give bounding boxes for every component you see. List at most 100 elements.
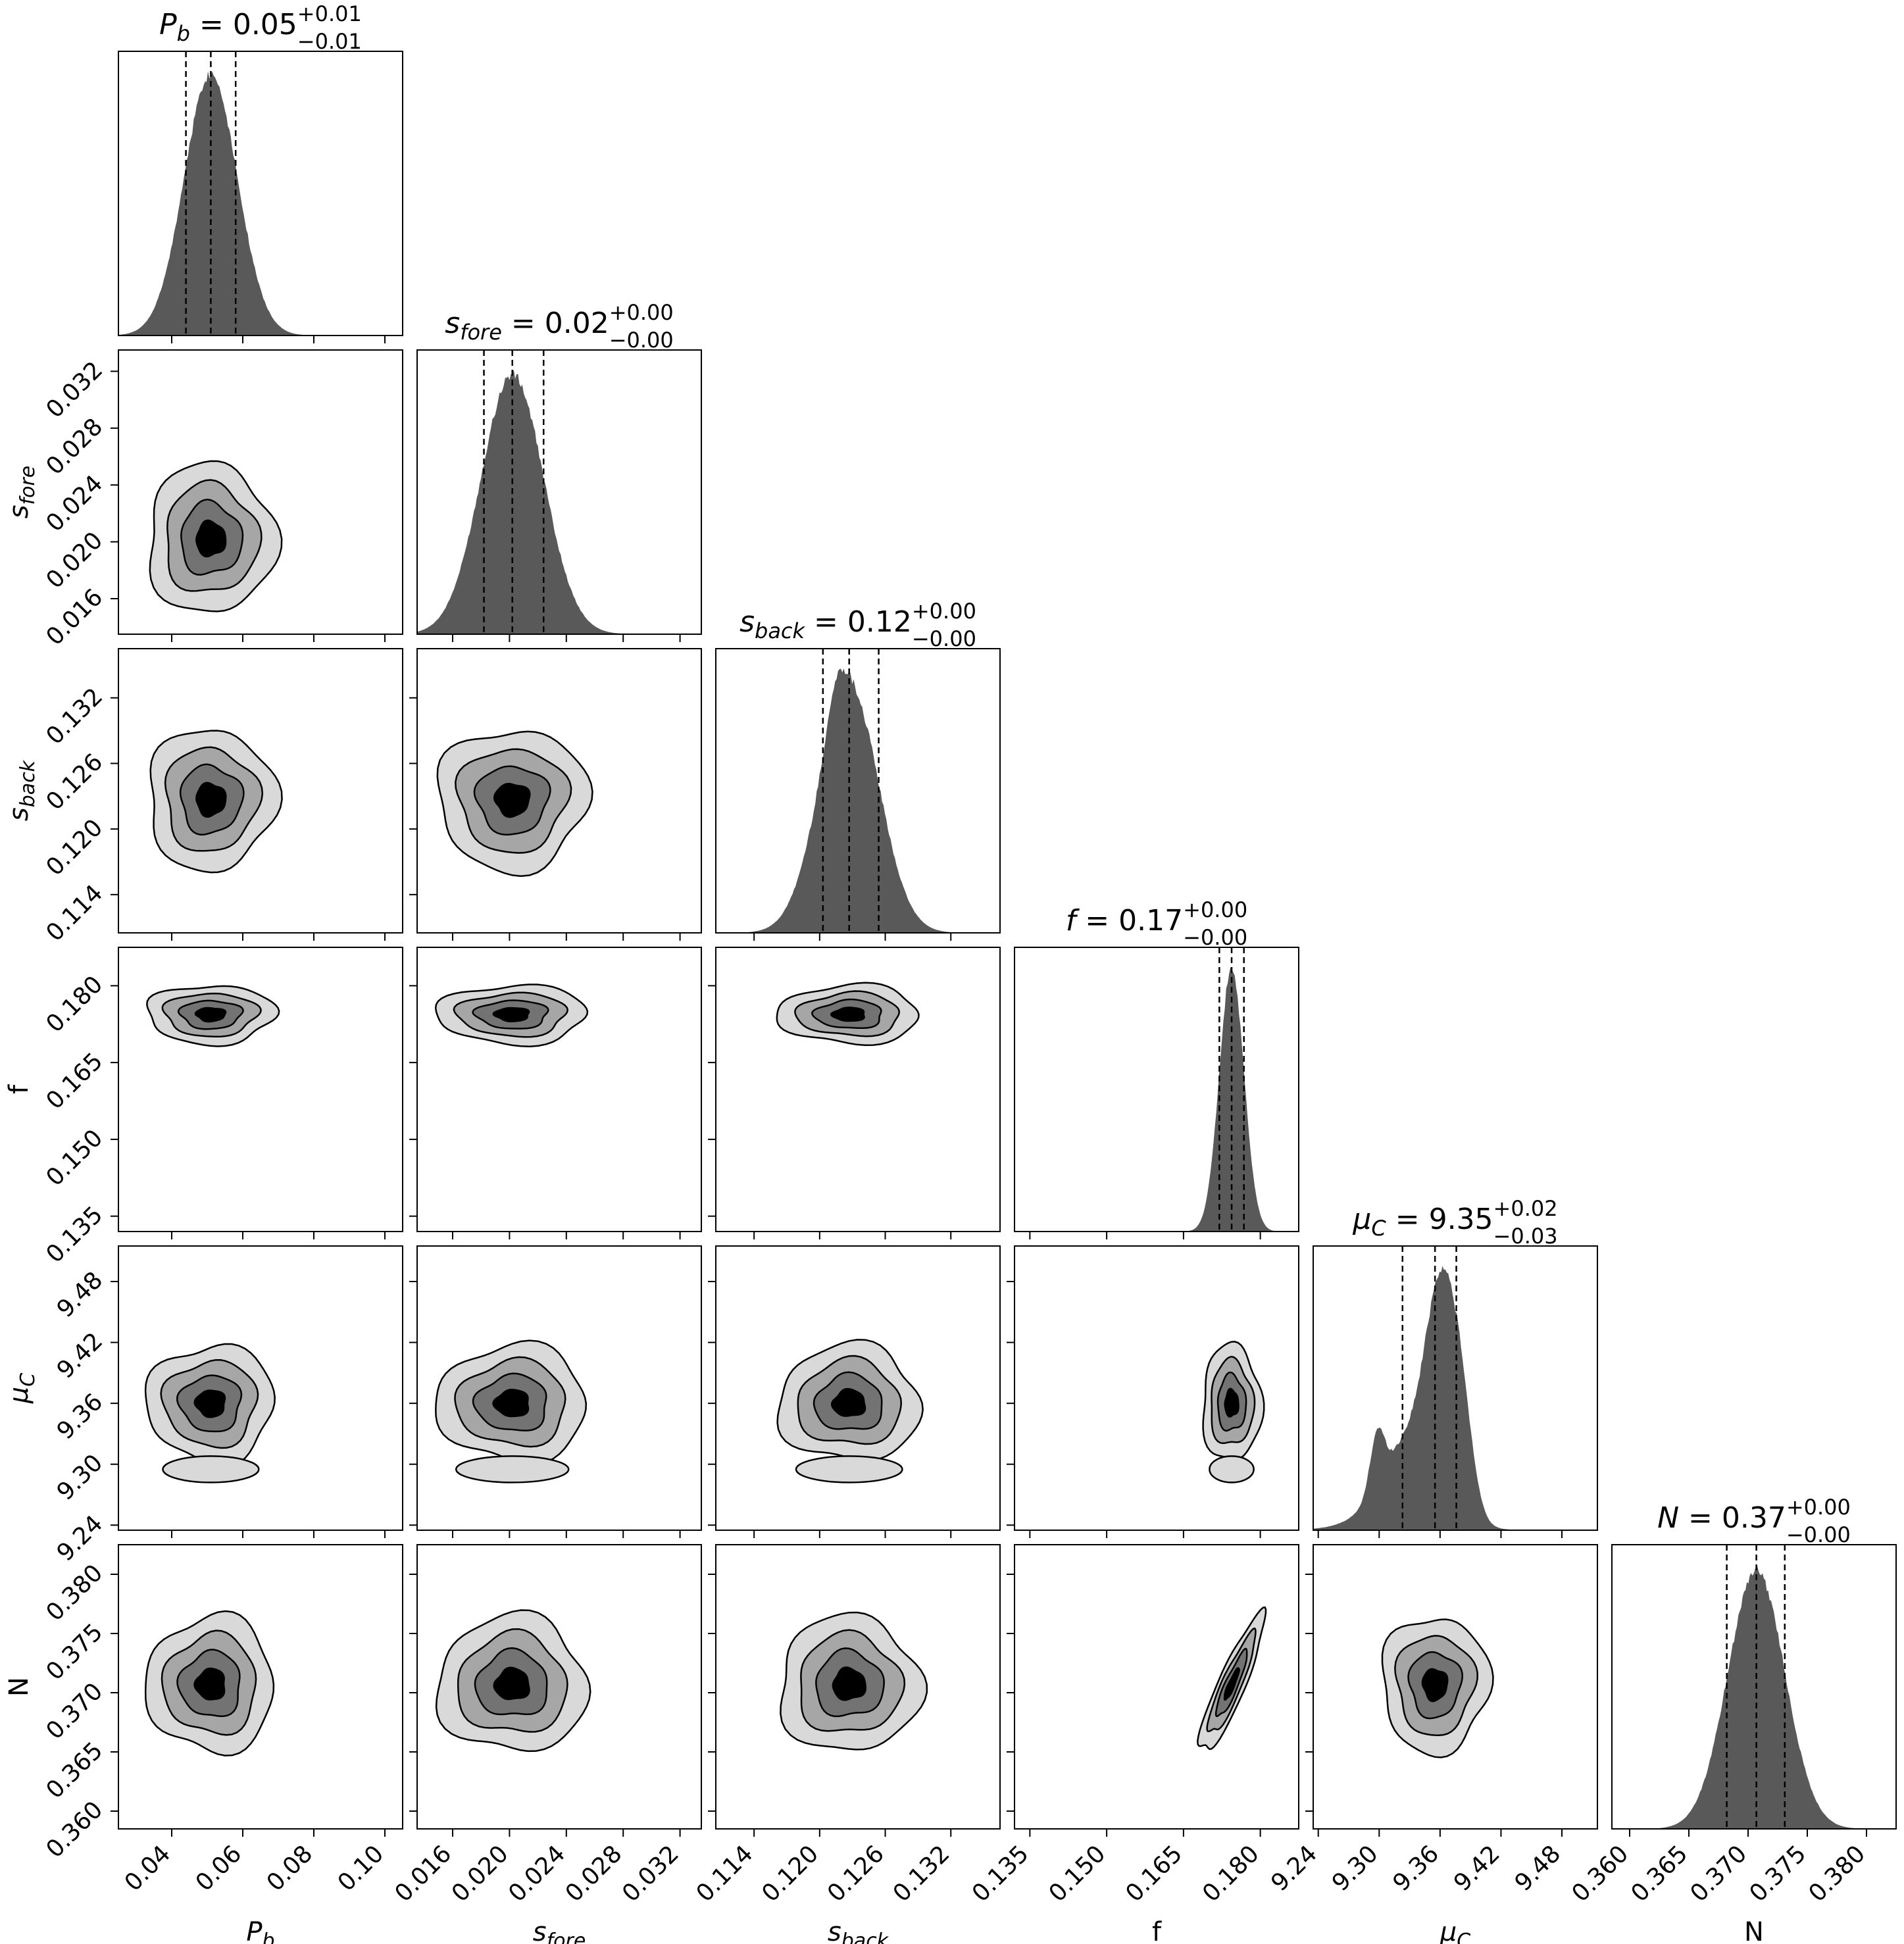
contour-level-4 xyxy=(1224,1387,1240,1418)
contours-pb-sfore xyxy=(149,460,283,612)
y-tick-label-sfore: 0.028 xyxy=(41,413,108,480)
x-tick-label-muc: 9.36 xyxy=(1388,1840,1445,1897)
y-tick-label-f: 0.165 xyxy=(41,1048,108,1115)
contour-level-4 xyxy=(193,1389,226,1418)
contour-lobe xyxy=(162,1455,260,1483)
y-tick-label-sback: 0.114 xyxy=(41,880,108,947)
x-tick-label-muc: 9.24 xyxy=(1266,1840,1322,1897)
x-tick-label-sfore: 0.016 xyxy=(389,1840,457,1907)
y-tick-label-n: 0.370 xyxy=(41,1678,108,1745)
hist-fill xyxy=(118,71,403,336)
x-tick-label-sfore: 0.024 xyxy=(503,1840,570,1907)
title-minus-n: −0.00 xyxy=(1786,1522,1851,1547)
title-minus-sfore: −0.00 xyxy=(609,328,674,353)
x-tick-label-muc: 9.42 xyxy=(1449,1840,1505,1897)
contours-f-muc xyxy=(1202,1341,1265,1483)
panel-sfore-sback xyxy=(416,648,702,934)
x-tick-label-sback: 0.114 xyxy=(691,1840,759,1907)
y-tick-label-muc: 9.36 xyxy=(52,1389,109,1445)
panel-pb-sback xyxy=(118,648,403,934)
x-tick-label-sback: 0.120 xyxy=(757,1840,824,1907)
panel-sfore-sfore xyxy=(416,349,702,635)
y-tick-label-sfore: 0.020 xyxy=(41,527,108,594)
y-tick-label-n: 0.380 xyxy=(41,1559,108,1626)
contours-sfore-muc xyxy=(435,1339,588,1483)
x-axis-label-pb: Pb xyxy=(246,1917,274,1944)
y-tick-label-sback: 0.132 xyxy=(41,683,108,750)
x-axis-label-f: f xyxy=(1152,1917,1162,1944)
x-tick-label-n: 0.370 xyxy=(1685,1840,1752,1907)
title-minus-f: −0.00 xyxy=(1183,925,1247,950)
hist-fill xyxy=(417,370,701,634)
hist-fill xyxy=(1015,967,1299,1232)
contours-pb-muc xyxy=(144,1343,276,1483)
panel-muc-n xyxy=(1313,1544,1598,1830)
y-axis-label-muc: μC xyxy=(4,1373,39,1404)
x-tick-label-n: 0.380 xyxy=(1803,1840,1870,1907)
x-tick-label-n: 0.375 xyxy=(1744,1840,1811,1907)
contour-level-4 xyxy=(492,1388,530,1418)
contours-pb-n xyxy=(144,1610,275,1757)
y-tick-label-n: 0.360 xyxy=(41,1796,108,1863)
x-tick-label-sback: 0.126 xyxy=(822,1840,889,1907)
y-tick-label-sfore: 0.032 xyxy=(41,357,108,424)
contour-level-4 xyxy=(492,1007,530,1022)
panel-sback-n xyxy=(715,1544,1001,1830)
contours-sback-muc xyxy=(776,1339,924,1483)
panel-n-n xyxy=(1611,1544,1897,1830)
hist-sfore xyxy=(417,350,701,634)
x-tick-label-n: 0.360 xyxy=(1566,1840,1634,1907)
hist-muc xyxy=(1313,1246,1597,1530)
x-tick-label-f: 0.135 xyxy=(967,1840,1034,1907)
x-axis-label-muc: μC xyxy=(1440,1917,1470,1944)
y-tick-label-f: 0.150 xyxy=(41,1124,108,1191)
panel-sback-f xyxy=(715,947,1001,1232)
x-tick-label-sfore: 0.020 xyxy=(447,1840,514,1907)
contours-sfore-n xyxy=(435,1609,591,1753)
y-tick-label-sfore: 0.024 xyxy=(41,470,108,537)
panel-pb-n xyxy=(118,1544,403,1830)
title-minus-muc: −0.03 xyxy=(1493,1224,1558,1249)
x-axis-label-n: N xyxy=(1744,1917,1764,1944)
contour-level-4 xyxy=(195,782,227,818)
title-muc: μC = 9.35+0.02 xyxy=(1352,1196,1557,1241)
x-axis-label-sfore: sfore xyxy=(533,1917,586,1944)
x-axis-label-sback: sback xyxy=(828,1917,889,1944)
y-axis-label-sfore: sfore xyxy=(4,466,39,519)
x-tick-label-pb: 0.04 xyxy=(120,1840,176,1897)
x-tick-label-pb: 0.10 xyxy=(333,1840,389,1897)
panel-sfore-f xyxy=(416,947,702,1232)
x-tick-label-f: 0.150 xyxy=(1044,1840,1111,1907)
x-tick-label-sback: 0.132 xyxy=(888,1840,955,1907)
x-tick-label-f: 0.165 xyxy=(1120,1840,1188,1907)
x-tick-label-sfore: 0.032 xyxy=(617,1840,684,1907)
title-n: N = 0.37+0.00 xyxy=(1657,1495,1851,1535)
x-tick-label-sfore: 0.028 xyxy=(561,1840,628,1907)
panel-pb-f xyxy=(118,947,403,1232)
hist-n xyxy=(1612,1545,1896,1829)
contour-level-4 xyxy=(1421,1668,1449,1703)
y-tick-label-sback: 0.120 xyxy=(41,814,108,882)
hist-fill xyxy=(1313,1266,1597,1530)
contours-muc-n xyxy=(1381,1618,1494,1758)
contours-sfore-sback xyxy=(436,730,593,878)
x-tick-label-muc: 9.30 xyxy=(1327,1840,1384,1897)
title-pb: Pb = 0.05+0.01 xyxy=(159,1,362,46)
title-minus-sback: −0.00 xyxy=(912,626,976,651)
y-axis-label-sback: sback xyxy=(4,759,39,821)
contours-sback-f xyxy=(776,982,920,1046)
y-tick-label-f: 0.135 xyxy=(41,1201,108,1268)
contour-level-4 xyxy=(830,1387,866,1417)
hist-sback xyxy=(716,649,1000,933)
contour-lobe xyxy=(1209,1455,1255,1483)
contour-lobe xyxy=(795,1455,903,1483)
y-tick-label-sback: 0.126 xyxy=(41,749,108,816)
panel-sfore-muc xyxy=(416,1245,702,1531)
x-tick-label-f: 0.180 xyxy=(1197,1840,1265,1907)
y-axis-label-f: f xyxy=(4,1084,34,1094)
panel-f-muc xyxy=(1014,1245,1299,1531)
x-tick-label-pb: 0.06 xyxy=(191,1840,247,1897)
contour-level-4 xyxy=(830,1007,865,1022)
y-tick-label-muc: 9.42 xyxy=(52,1328,109,1384)
contour-level-4 xyxy=(493,1666,530,1701)
